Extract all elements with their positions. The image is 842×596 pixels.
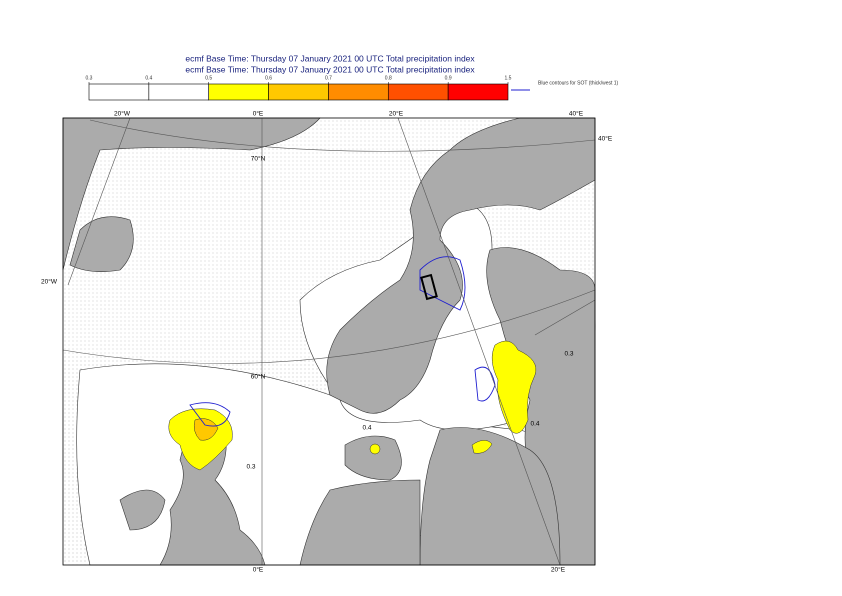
graticule-label: 40°E xyxy=(569,110,584,118)
meridian xyxy=(534,299,596,336)
sot-contour xyxy=(189,402,231,427)
map-border xyxy=(62,117,596,566)
colorbar-tick-label: 0.8 xyxy=(385,75,392,81)
title-line: ecmf Base Time: Thursday 07 January 2021… xyxy=(185,53,475,63)
colorbar-tick-label: 1.5 xyxy=(505,75,512,81)
colorbar-tick-label: 0.3 xyxy=(86,75,93,81)
colorbar-box xyxy=(447,83,509,101)
land-denmark xyxy=(344,435,402,481)
contour-label: 0.3 xyxy=(246,464,255,471)
colorbar-tick-label: 0.9 xyxy=(445,75,452,81)
contour-label: 0.3 xyxy=(564,351,573,358)
precip-area xyxy=(369,443,381,455)
graticule-label: 0°E xyxy=(253,110,264,118)
graticule-label: 20°W xyxy=(41,278,58,286)
graticule-label: 20°E xyxy=(389,110,404,118)
graticule-label: 20°W xyxy=(114,110,131,118)
land-island xyxy=(69,216,134,272)
colorbar-tick-label: 0.5 xyxy=(205,75,212,81)
colorbar-box xyxy=(208,83,269,101)
land-poland xyxy=(419,427,561,566)
parallel xyxy=(62,289,596,364)
colorbar-box xyxy=(328,83,389,101)
parallel xyxy=(89,119,596,152)
title-line: ecmf Base Time: Thursday 07 January 2021… xyxy=(185,64,475,74)
graticule-label: 40°E xyxy=(598,135,613,143)
contour-label: 0.4 xyxy=(362,425,371,432)
graticule-label: 20°E xyxy=(551,566,566,574)
colorbar-tick-label: 0.6 xyxy=(265,75,272,81)
meridian xyxy=(397,117,561,566)
map-frame xyxy=(62,117,596,566)
colorbar-box xyxy=(387,83,449,101)
colorbar-box xyxy=(148,83,210,101)
highlight-box xyxy=(420,273,438,301)
graticule-label: 70°N xyxy=(251,155,266,163)
sot-legend-text: Blue contours for SOT (thick/west 1) xyxy=(538,80,619,86)
sot-contour xyxy=(419,256,466,311)
colorbar-box xyxy=(268,83,329,101)
colorbar-tick-label: 0.4 xyxy=(145,75,152,81)
colorbar: 0.3 0.4 0.5 0.6 0.7 0.8 0.9 1.5 xyxy=(86,75,512,101)
contour-label: 0.4 xyxy=(530,421,539,428)
land-greenland xyxy=(62,117,321,271)
meridian xyxy=(67,117,131,286)
land-ireland xyxy=(119,489,166,531)
graticule-label: 60°N xyxy=(251,373,266,381)
precip-area xyxy=(491,340,537,434)
colorbar-tick-label: 0.7 xyxy=(325,75,332,81)
precip-area xyxy=(193,418,219,441)
land-scandinavia xyxy=(326,117,596,414)
colorbar-box xyxy=(88,83,150,101)
graticule-label: 0°E xyxy=(253,566,264,574)
precip-area xyxy=(471,440,493,454)
